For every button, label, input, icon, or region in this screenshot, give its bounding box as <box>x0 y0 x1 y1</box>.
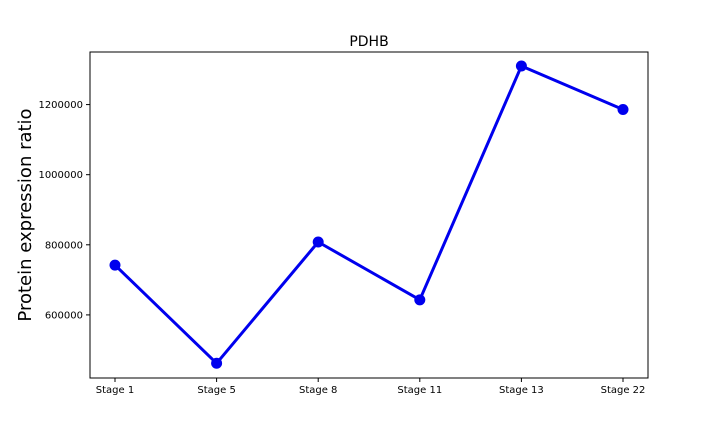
y-tick-label: 1200000 <box>38 100 83 111</box>
data-point <box>211 357 223 369</box>
plot-area-frame <box>89 51 649 379</box>
y-tick-label: 1000000 <box>38 170 83 181</box>
data-point <box>109 259 121 271</box>
series-layer <box>109 60 629 369</box>
y-axis-ticks: 600000 800000 1000000 1200000 <box>38 100 90 321</box>
data-point <box>515 60 527 72</box>
chart-title: PDHB <box>349 34 388 50</box>
series-line <box>113 64 625 365</box>
x-tick-label: Stage 13 <box>499 385 544 396</box>
y-axis-label: Protein expression ratio <box>15 108 36 321</box>
x-tick-label: Stage 5 <box>197 385 235 396</box>
y-tick-label: 800000 <box>45 240 83 251</box>
x-tick-label: Stage 8 <box>299 385 337 396</box>
x-tick-label: Stage 22 <box>601 385 646 396</box>
x-axis-ticks: Stage 1 Stage 5 Stage 8 Stage 11 Stage 13 Sta… <box>96 378 646 396</box>
data-point <box>312 236 324 248</box>
data-point <box>414 294 426 306</box>
x-tick-label: Stage 1 <box>96 385 134 396</box>
y-tick-label: 600000 <box>45 310 83 321</box>
data-point <box>617 103 629 115</box>
x-tick-label: Stage 11 <box>397 385 442 396</box>
